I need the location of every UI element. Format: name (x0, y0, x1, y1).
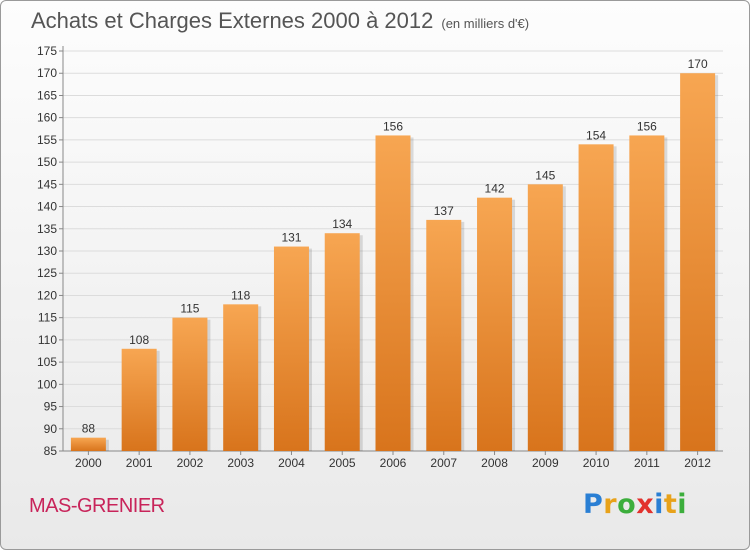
data-label: 142 (485, 182, 505, 196)
data-label: 137 (434, 204, 454, 218)
bar (172, 317, 208, 451)
bar (324, 233, 360, 451)
data-label: 108 (129, 333, 149, 347)
data-label: 134 (332, 217, 352, 231)
chart-subtitle: (en milliers d'€) (441, 16, 530, 31)
bar (629, 135, 665, 451)
x-tick-label: 2005 (329, 456, 356, 470)
y-tick-label: 115 (38, 311, 57, 325)
x-tick-label: 2004 (278, 456, 305, 470)
bar (121, 348, 157, 451)
chart-title: Achats et Charges Externes 2000 à 2012 (e… (31, 8, 529, 34)
y-tick-label: 150 (37, 155, 57, 169)
bar (527, 184, 563, 452)
data-label: 131 (281, 231, 301, 245)
y-tick-label: 95 (44, 400, 58, 414)
logo-letter: i (677, 489, 688, 520)
x-tick-label: 2009 (532, 456, 559, 470)
bar (680, 73, 716, 451)
bar (70, 437, 106, 451)
y-tick-label: 175 (37, 44, 57, 58)
logo-letter: o (617, 489, 637, 520)
data-label: 156 (637, 119, 657, 133)
y-tick-label: 170 (37, 66, 57, 80)
logo-letter: x (636, 489, 655, 520)
data-label: 156 (383, 119, 403, 133)
data-label: 170 (688, 57, 708, 71)
data-label: 118 (231, 288, 250, 302)
y-tick-label: 85 (44, 444, 58, 458)
data-label: 88 (82, 422, 96, 436)
logo-letter: r (603, 489, 618, 520)
y-tick-label: 90 (44, 422, 58, 436)
proxiti-logo: Proxiti (583, 489, 687, 520)
bar (477, 197, 513, 451)
commune-name: MAS-GRENIER (29, 495, 165, 517)
x-tick-label: 2002 (177, 456, 204, 470)
x-tick-label: 2003 (227, 456, 254, 470)
y-tick-label: 165 (37, 88, 57, 102)
y-tick-label: 110 (38, 333, 57, 347)
y-tick-label: 105 (37, 355, 57, 369)
y-tick-label: 160 (37, 111, 57, 125)
bar (426, 219, 462, 451)
x-tick-label: 2012 (684, 456, 711, 470)
y-tick-label: 155 (37, 133, 57, 147)
x-tick-label: 2007 (430, 456, 457, 470)
logo-letter: i (654, 489, 664, 520)
bar (273, 246, 309, 451)
y-tick-label: 120 (37, 288, 57, 302)
data-label: 145 (535, 168, 555, 182)
x-tick-label: 2010 (583, 456, 610, 470)
y-tick-label: 125 (37, 266, 57, 280)
x-tick-label: 2000 (75, 456, 102, 470)
x-tick-label: 2006 (380, 456, 407, 470)
y-tick-label: 145 (37, 177, 57, 191)
y-tick-label: 140 (37, 200, 57, 214)
chart-title-text: Achats et Charges Externes 2000 à 2012 (31, 8, 434, 33)
labels: 85 90 95 100 105 110 115 120 125 130 135 140 145 150 1… (37, 44, 711, 470)
bars (70, 73, 719, 452)
y-tick-label: 100 (37, 377, 57, 391)
bar (223, 304, 259, 451)
bar (375, 135, 411, 451)
logo-letter: t (663, 489, 678, 520)
logo-letter: P (583, 489, 604, 520)
data-label: 154 (586, 128, 606, 142)
y-tick-label: 135 (37, 222, 57, 236)
y-tick-label: 130 (37, 244, 57, 258)
bar (578, 144, 614, 452)
x-tick-label: 2001 (126, 456, 153, 470)
x-tick-label: 2011 (634, 456, 660, 470)
x-tick-label: 2008 (481, 456, 508, 470)
data-label: 115 (180, 302, 199, 316)
